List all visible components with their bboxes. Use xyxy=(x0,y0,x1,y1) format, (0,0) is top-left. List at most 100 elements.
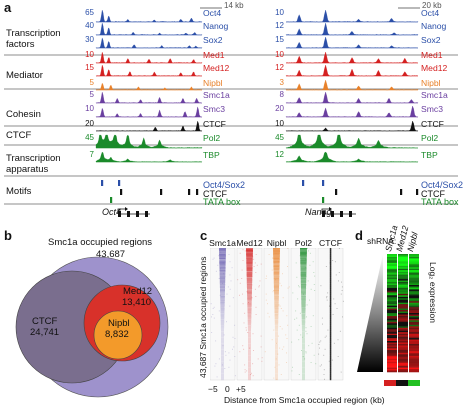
expression-cell xyxy=(409,257,419,259)
expression-cell xyxy=(409,258,419,261)
expression-cell xyxy=(409,307,419,309)
expression-cell xyxy=(409,274,419,277)
expression-cell xyxy=(387,341,397,343)
expression-cell xyxy=(409,320,419,323)
expression-cell xyxy=(387,345,397,348)
expression-cell xyxy=(387,287,397,290)
expression-cell xyxy=(409,311,419,314)
expression-cell xyxy=(387,292,397,295)
expression-cell xyxy=(398,363,408,365)
expression-cell xyxy=(398,254,408,256)
track-signal xyxy=(95,9,203,23)
x-tick-0: 0 xyxy=(225,384,230,394)
track-signal xyxy=(285,105,419,118)
category-ctcf: CTCF xyxy=(6,130,32,141)
expression-cell xyxy=(398,267,408,270)
expression-cell xyxy=(409,367,419,370)
track-name: Nipbl xyxy=(203,78,223,88)
track-signal xyxy=(95,82,203,91)
track-scale: 45 xyxy=(275,133,284,142)
track-signal xyxy=(285,79,419,91)
motif-ctcf xyxy=(196,189,199,195)
track-scale: 3 xyxy=(279,78,284,87)
expression-cell xyxy=(387,280,397,283)
expression-cell xyxy=(409,323,419,326)
track-scale: 20 xyxy=(275,104,284,113)
expression-cell xyxy=(387,355,397,358)
expression-gradient-wedge xyxy=(357,254,383,372)
expression-cell xyxy=(409,333,419,336)
track-scale: 10 xyxy=(275,8,284,17)
expression-cell xyxy=(387,295,397,298)
track-name: CTCF xyxy=(203,119,226,129)
expression-cell xyxy=(387,369,397,371)
expression-cell xyxy=(398,361,408,364)
expression-cell xyxy=(398,336,408,339)
expression-cell xyxy=(387,268,397,271)
expression-cell xyxy=(387,267,397,270)
track-signal xyxy=(285,91,419,104)
expression-cell xyxy=(387,336,397,339)
track-signal xyxy=(285,36,419,49)
track-scale: 30 xyxy=(85,35,94,44)
expression-cell xyxy=(387,338,397,340)
expression-cell xyxy=(387,358,397,361)
expression-cell xyxy=(387,318,397,321)
expression-cell xyxy=(387,349,397,352)
expression-cell xyxy=(398,280,408,283)
track-signal xyxy=(285,51,419,64)
expression-cell xyxy=(398,357,408,360)
expression-cell xyxy=(398,286,408,289)
expression-cell xyxy=(409,361,419,364)
expression-cell xyxy=(409,261,419,264)
expression-cell xyxy=(409,276,419,278)
expression-cell xyxy=(387,335,397,337)
expression-cell xyxy=(398,295,408,298)
right-motif-oct4sox2: Oct4/Sox2 xyxy=(421,180,464,190)
expression-cell xyxy=(409,259,419,262)
heatmap-column xyxy=(290,248,317,381)
motif-oct4sox2 xyxy=(302,180,305,186)
expression-cell xyxy=(387,290,397,293)
track-scale: 15 xyxy=(275,35,284,44)
track-name: TBP xyxy=(421,150,438,160)
track-name: Sox2 xyxy=(421,35,441,45)
expression-cell xyxy=(409,267,419,270)
expression-cell xyxy=(409,308,419,311)
expression-cell xyxy=(387,320,397,323)
motif-ctcf xyxy=(120,189,123,195)
venn-ctcf-count: 24,741 xyxy=(30,327,60,338)
expression-cell xyxy=(387,274,397,277)
expression-cell xyxy=(398,261,408,264)
expression-cell xyxy=(409,282,419,284)
venn-outer-count: 43,687 xyxy=(96,249,126,260)
expression-cell xyxy=(398,308,408,311)
expression-cell xyxy=(409,268,419,271)
expression-cell xyxy=(409,265,419,268)
expression-cell xyxy=(387,326,397,329)
expression-cell xyxy=(409,292,419,295)
expression-cell xyxy=(387,265,397,268)
track-scale: 12 xyxy=(275,150,284,159)
expression-cell xyxy=(398,364,408,367)
expression-cell xyxy=(387,333,397,336)
track-name: Med12 xyxy=(421,63,448,73)
track-name: Nanog xyxy=(203,21,229,31)
expression-cell xyxy=(398,367,408,370)
expression-cell xyxy=(398,268,408,271)
left-scale-label: 14 kb xyxy=(224,1,244,10)
heatmap-column-header: Med12 xyxy=(236,238,263,248)
expression-cell xyxy=(409,342,419,345)
track-signal xyxy=(95,106,203,118)
expression-cell xyxy=(387,310,397,312)
track-signal xyxy=(95,120,203,132)
panel-a-label: a xyxy=(4,0,12,15)
expression-cell xyxy=(387,307,397,309)
venn-med12-label: Med12 xyxy=(123,286,153,297)
category-motifs: Motifs xyxy=(6,186,32,197)
expression-cell xyxy=(398,262,408,265)
expression-cell xyxy=(409,296,419,299)
motif-tata xyxy=(110,197,113,203)
category-cohesin: Cohesin xyxy=(6,109,41,120)
expression-cell xyxy=(409,305,419,308)
